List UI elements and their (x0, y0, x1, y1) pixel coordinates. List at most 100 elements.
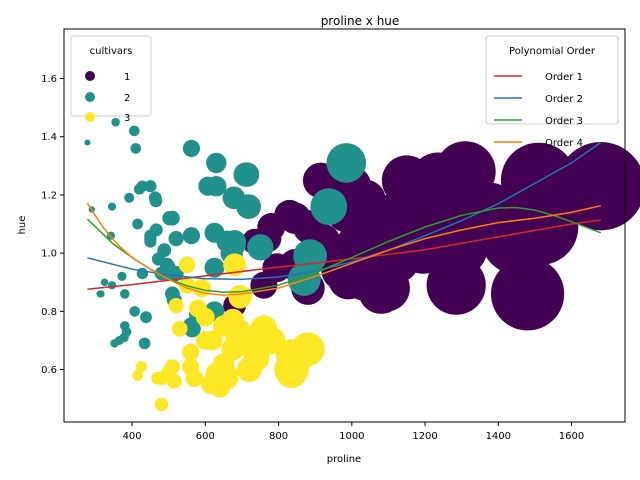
cultivar-2-point-62 (149, 194, 163, 208)
chart-title: proline x hue (321, 14, 400, 28)
cultivar-3-point-21 (154, 397, 169, 412)
y-axis: 0.6 0.8 1.0 1.2 1.4 1.6 (41, 74, 64, 376)
polynomial-legend-title: Polynomial Order (509, 46, 596, 57)
cultivars-legend-title: cultivars (90, 46, 133, 57)
cultivar-2-point-0 (168, 231, 184, 247)
cultivar-2-point-56 (129, 306, 140, 317)
cultivar-2-point-40 (129, 125, 140, 137)
cultivar-3-point-44 (247, 327, 274, 354)
cultivar-3-point-41 (151, 371, 165, 385)
x-tick-label: 1000 (339, 431, 364, 442)
cultivar-3-point-29 (202, 330, 223, 351)
polynomial-legend-box (485, 35, 619, 125)
cultivar-2-point-50 (223, 233, 247, 256)
cultivar-2-point-16 (136, 180, 149, 192)
cultivar-3-point-5 (228, 285, 252, 309)
y-tick-label: 1.0 (41, 249, 57, 260)
cultivar-2-point-41 (233, 162, 258, 187)
cultivar-3-point-19 (178, 256, 196, 274)
cultivar-3-point-16 (132, 370, 144, 381)
cultivar-2-point-36 (310, 188, 348, 226)
polynomial-order-legend: Polynomial Order Order 1 Order 2 Order 3… (485, 35, 619, 149)
fit-line-order-1 (87, 219, 601, 291)
cultivar-2-point-68 (149, 223, 163, 237)
cultivar-1-point-55 (371, 234, 420, 284)
cultivar-3-point-35 (223, 253, 247, 277)
x-tick-label: 1600 (559, 431, 584, 442)
cultivar-2-point-65 (120, 321, 130, 331)
cultivar-2-point-43 (140, 311, 152, 324)
y-tick-label: 1.6 (41, 74, 57, 85)
cultivar-2-point-17 (124, 192, 135, 203)
cultivar-2-point-48 (157, 243, 172, 258)
cultivar-2-point-47 (165, 286, 180, 302)
cultivar-2-point-2 (144, 180, 157, 193)
x-axis: 400 600 800 1000 1200 1400 1600 (123, 422, 584, 442)
fit-line-order-2 (87, 141, 602, 281)
cultivar-2-point-23 (206, 152, 227, 174)
cultivar-3-point-46 (228, 320, 252, 344)
cultivar-2-point-12 (130, 143, 142, 154)
cultivar-2-marker (85, 92, 95, 102)
order-4-label: Order 4 (545, 138, 583, 149)
order-3-label: Order 3 (545, 116, 583, 127)
cultivar-2-label: 2 (124, 93, 130, 104)
cultivar-2-point-60 (183, 320, 201, 338)
cultivar-2-point-44 (132, 218, 144, 230)
y-tick-label: 1.2 (41, 190, 57, 201)
cultivar-2-point-30 (204, 257, 225, 278)
y-axis-label: hue (17, 216, 28, 235)
cultivar-2-point-5 (111, 117, 120, 127)
x-tick-label: 1200 (412, 431, 437, 442)
x-tick-label: 600 (196, 431, 215, 442)
cultivar-3-point-36 (185, 369, 204, 387)
cultivar-1-point-3 (490, 257, 565, 331)
cultivar-1-marker (85, 71, 95, 81)
cultivar-2-point-21 (84, 139, 91, 146)
x-tick-label: 800 (269, 431, 288, 442)
cultivar-2-point-28 (182, 227, 200, 245)
cultivar-2-point-49 (96, 290, 104, 298)
y-tick-label: 1.4 (41, 132, 57, 143)
x-tick-label: 1400 (486, 431, 511, 442)
order-2-label: Order 2 (545, 94, 583, 105)
cultivar-1-point-27 (426, 255, 486, 315)
cultivar-2-point-35 (107, 202, 117, 211)
cultivar-1-label: 1 (124, 72, 130, 83)
cultivar-3-point-38 (201, 374, 221, 395)
cultivar-3-point-42 (216, 364, 239, 387)
cultivar-3-point-12 (168, 298, 184, 314)
cultivars-legend: cultivars 1 2 3 (70, 35, 152, 124)
cultivar-2-point-15 (293, 239, 327, 273)
cultivar-2-point-54 (138, 337, 151, 350)
y-tick-label: 0.8 (41, 307, 57, 318)
plot-frame (63, 28, 626, 423)
cultivar-2-point-8 (165, 210, 180, 226)
cultivar-3-point-22 (135, 361, 147, 373)
cultivar-2-point-59 (117, 271, 127, 281)
cultivar-3-point-2 (182, 343, 200, 361)
cultivar-3-point-8 (189, 299, 207, 318)
cultivar-2-point-67 (110, 339, 119, 348)
y-tick-label: 0.6 (41, 365, 57, 376)
cultivar-2-point-64 (120, 289, 130, 299)
plot-area (84, 117, 640, 412)
cultivar-2-point-58 (107, 281, 117, 290)
cultivar-2-point-10 (236, 194, 261, 220)
cultivar-3-point-40 (165, 359, 180, 375)
cultivar-3-point-45 (275, 339, 307, 371)
cultivar-3-marker (85, 112, 95, 122)
cultivar-2-point-66 (119, 332, 129, 343)
cultivar-2-point-52 (100, 278, 109, 287)
x-axis-label: proline (327, 454, 361, 465)
x-tick-label: 400 (123, 431, 142, 442)
fit-line-order-4 (86, 202, 601, 296)
cultivar-2-point-42 (182, 139, 200, 157)
cultivar-2-point-9 (247, 234, 274, 261)
cultivar-2-point-61 (204, 222, 225, 243)
cultivar-3-point-1 (171, 321, 188, 337)
cultivar-1-point-18 (556, 142, 640, 231)
cultivar-2-point-53 (198, 176, 218, 196)
order-1-label: Order 1 (545, 72, 583, 83)
